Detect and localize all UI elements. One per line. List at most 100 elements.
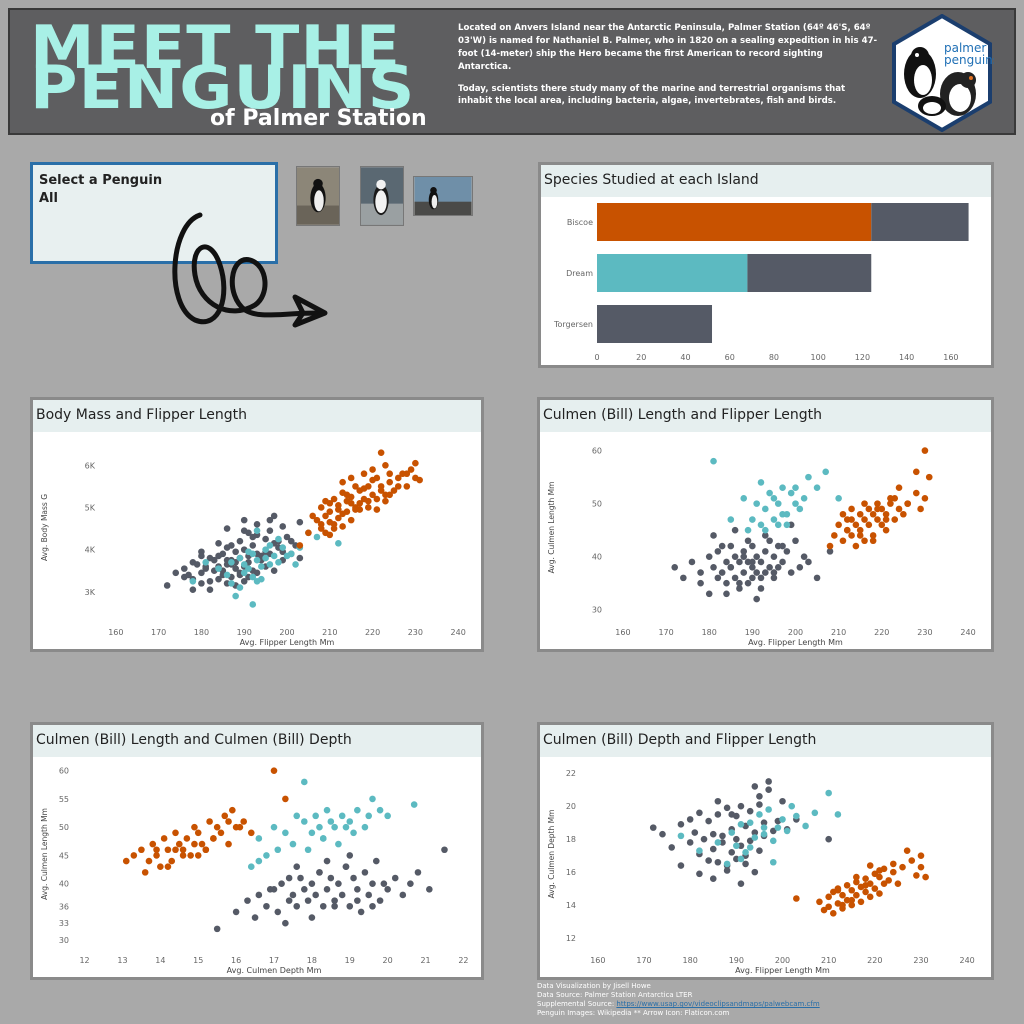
adelie-penguin-image[interactable]: [296, 166, 340, 226]
culmen-length-depth-scatter: 12 13 14 15 16 17 18 19 20 21 22 30 33 36 40 45 50 55 60 Av…: [40, 767, 469, 975]
data-point: [164, 863, 172, 871]
data-point: [249, 573, 257, 581]
data-point: [384, 812, 391, 820]
data-point: [843, 882, 851, 889]
data-point: [308, 880, 316, 887]
data-point: [697, 579, 704, 587]
data-point: [194, 829, 202, 837]
data-point: [270, 767, 278, 774]
loop-arrow-icon: [172, 212, 328, 328]
data-point: [757, 558, 765, 566]
x-tick-label: 22: [458, 956, 468, 965]
data-point: [369, 902, 376, 910]
data-point: [275, 535, 282, 543]
data-point: [293, 812, 301, 820]
data-point: [335, 514, 342, 522]
filter-value[interactable]: All: [39, 191, 58, 206]
x-tick-label: 180: [702, 628, 717, 637]
bar-segment: [597, 203, 872, 241]
chinstrap-penguin-image[interactable]: [360, 166, 404, 226]
data-point: [816, 898, 823, 906]
data-point: [223, 525, 231, 532]
x-tick-label: 14: [155, 956, 165, 965]
data-point: [737, 880, 745, 887]
data-point: [800, 553, 808, 560]
data-point: [342, 863, 350, 871]
x-tick-label: 230: [408, 628, 423, 637]
data-point: [240, 569, 248, 577]
data-point: [357, 908, 365, 916]
data-point: [172, 829, 179, 837]
data-point: [304, 897, 312, 904]
x-tick-label: 120: [855, 353, 870, 362]
chart-title: Culmen (Bill) Length and Culmen (Bill) D…: [33, 725, 481, 757]
data-point: [149, 840, 157, 848]
data-point: [723, 590, 730, 598]
data-point: [882, 510, 890, 518]
x-tick-label: 160: [615, 628, 630, 637]
bar-category-label: Dream: [566, 269, 593, 278]
logo-text-1: palmer: [944, 41, 986, 55]
data-point: [193, 561, 201, 568]
data-point: [744, 537, 752, 545]
data-point: [262, 546, 269, 553]
data-point: [762, 569, 769, 576]
data-point: [714, 839, 722, 846]
data-point: [710, 532, 717, 539]
intro-text: Located on Anvers Island near the Antarc…: [458, 22, 878, 117]
x-tick-label: 240: [451, 628, 466, 637]
bar-category-label: Torgersen: [553, 320, 593, 329]
data-point: [757, 479, 765, 486]
x-tick-label: 180: [194, 628, 209, 637]
data-point: [194, 852, 202, 859]
data-point: [874, 505, 881, 513]
data-point: [266, 561, 274, 568]
data-point: [793, 812, 800, 820]
data-point: [369, 466, 376, 473]
data-point: [825, 903, 832, 911]
x-tick-label: 190: [729, 956, 744, 965]
data-point: [317, 504, 325, 511]
data-point: [876, 890, 883, 897]
data-point: [172, 846, 179, 854]
y-tick-label: 30: [59, 936, 69, 945]
data-point: [258, 575, 265, 583]
data-point: [296, 554, 304, 562]
data-point: [361, 869, 369, 876]
data-point: [736, 579, 743, 587]
filter-title: Select a Penguin: [39, 173, 163, 188]
penguin-filter[interactable]: Select a Penguin All: [30, 162, 278, 264]
data-point: [727, 563, 735, 571]
data-point: [247, 829, 255, 837]
data-point: [839, 891, 846, 899]
data-point: [853, 878, 860, 886]
data-point: [172, 569, 180, 577]
data-point: [762, 526, 769, 534]
data-point: [686, 839, 694, 846]
data-point: [308, 829, 316, 837]
data-point: [282, 919, 289, 927]
y-tick-label: 16: [566, 868, 576, 877]
data-point: [848, 505, 855, 513]
data-point: [258, 563, 265, 570]
data-point: [765, 806, 772, 813]
x-tick-label: 21: [420, 956, 430, 965]
data-point: [253, 569, 261, 577]
data-point: [826, 542, 834, 550]
data-point: [297, 874, 304, 882]
data-point: [742, 860, 749, 868]
data-point: [753, 595, 760, 603]
credit-supplemental: Supplemental Source: https://www.usap.go…: [537, 1000, 820, 1009]
data-point: [386, 478, 393, 486]
data-point: [274, 846, 282, 854]
data-point: [742, 849, 749, 856]
gentoo-penguin-image[interactable]: [413, 176, 473, 216]
supplemental-link[interactable]: https://www.usap.gov/videoclipsandmaps/p…: [616, 1000, 820, 1009]
data-point: [736, 558, 743, 566]
data-point: [228, 580, 235, 587]
data-point: [723, 860, 731, 868]
y-axis-label: Avg. Culmen Length Mm: [40, 808, 49, 900]
data-point: [313, 516, 321, 524]
body-mass-flipper-panel: Body Mass and Flipper Length 160 170 180 19…: [30, 397, 484, 652]
data-point: [788, 802, 796, 810]
